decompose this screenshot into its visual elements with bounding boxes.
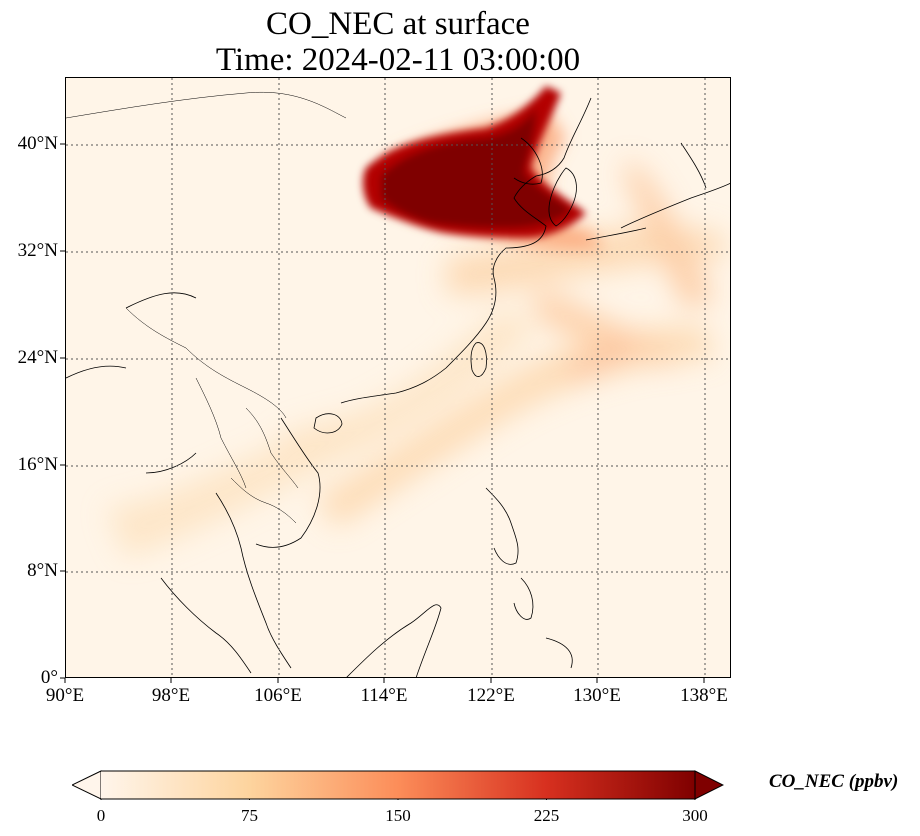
map-panel[interactable] <box>65 77 731 678</box>
y-tick-label: 40°N <box>17 133 58 154</box>
y-tick-label: 16°N <box>17 454 58 475</box>
colorbar-label: CO_NEC (ppbv) <box>769 771 899 792</box>
x-tick-label: 90°E <box>45 685 85 706</box>
coastlines <box>66 97 730 677</box>
colorbar-tick-label: 75 <box>241 806 258 825</box>
y-tick-label: 24°N <box>17 347 58 368</box>
y-tick-label: 32°N <box>17 240 58 261</box>
x-tick-label: 98°E <box>151 685 191 706</box>
map-time-subtitle: Time: 2024-02-11 03:00:00 <box>215 42 581 78</box>
colorbar-high-extend <box>694 770 724 800</box>
y-tick-label: 0° <box>40 667 58 688</box>
colorbar-tick-label: 225 <box>533 806 560 825</box>
map-title: CO_NEC at surface <box>266 6 530 42</box>
y-tick-label: 8°N <box>27 560 58 581</box>
country-borders <box>66 91 347 524</box>
colorbar-tick-label: 0 <box>96 806 106 825</box>
colorbar-tick-label: 150 <box>385 806 411 825</box>
x-tick-label: 106°E <box>254 685 302 706</box>
colorbar-gradient <box>101 771 695 799</box>
map-canvas <box>66 78 730 677</box>
colorbar-tick-label: 300 <box>682 806 708 825</box>
x-tick-label: 130°E <box>573 685 621 706</box>
colorbar <box>72 770 724 800</box>
co-concentration-field <box>106 86 726 558</box>
colorbar-low-extend <box>72 770 102 800</box>
x-tick-label: 138°E <box>680 685 728 706</box>
x-tick-label: 114°E <box>360 685 408 706</box>
x-tick-label: 122°E <box>467 685 515 706</box>
gridlines <box>66 78 730 677</box>
